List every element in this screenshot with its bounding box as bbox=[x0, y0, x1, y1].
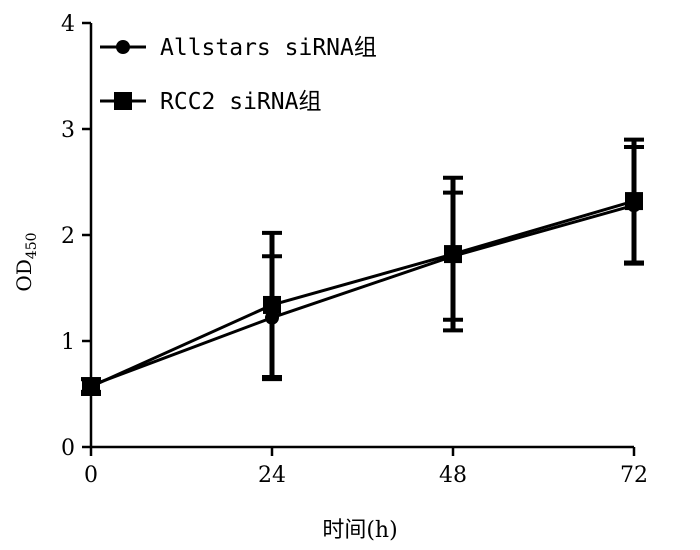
data-point-square bbox=[444, 245, 462, 264]
x-axis-title: 时间(h) bbox=[322, 518, 397, 543]
y-axis-title: OD450 bbox=[12, 232, 40, 291]
legend: Allstars siRNA组 RCC2 siRNA组 bbox=[100, 35, 377, 115]
series-layer bbox=[81, 137, 644, 396]
y-tick-label: 4 bbox=[61, 12, 75, 37]
y-axis-title-main: OD bbox=[12, 259, 36, 291]
y-tick-label: 3 bbox=[61, 118, 75, 143]
legend-marker-circle bbox=[116, 40, 130, 54]
data-point-square bbox=[263, 295, 281, 314]
series-allstars bbox=[81, 145, 644, 394]
series-line bbox=[90, 203, 635, 387]
y-tick-label: 2 bbox=[61, 224, 75, 249]
legend-item-rcc2: RCC2 siRNA组 bbox=[100, 89, 321, 115]
data-point-square bbox=[82, 377, 100, 396]
y-tick-label: 1 bbox=[61, 330, 75, 355]
y-axis-title-subscript: 450 bbox=[24, 232, 40, 259]
series-line bbox=[90, 199, 635, 388]
legend-label-allstars: Allstars siRNA组 bbox=[160, 35, 377, 61]
x-tick-label: 0 bbox=[84, 463, 98, 488]
y-ticks: 0 1 2 3 4 bbox=[61, 12, 91, 461]
x-tick-label: 72 bbox=[620, 463, 648, 488]
legend-item-allstars: Allstars siRNA组 bbox=[100, 35, 377, 61]
legend-marker-square bbox=[114, 92, 132, 110]
data-point-square bbox=[625, 192, 643, 211]
x-ticks: 0 24 48 72 bbox=[84, 447, 648, 488]
legend-label-rcc2: RCC2 siRNA组 bbox=[160, 89, 321, 115]
series-rcc2 bbox=[81, 137, 644, 396]
y-tick-label: 0 bbox=[61, 436, 75, 461]
x-tick-label: 48 bbox=[439, 463, 467, 488]
axes bbox=[89, 23, 634, 449]
x-tick-label: 24 bbox=[258, 463, 286, 488]
